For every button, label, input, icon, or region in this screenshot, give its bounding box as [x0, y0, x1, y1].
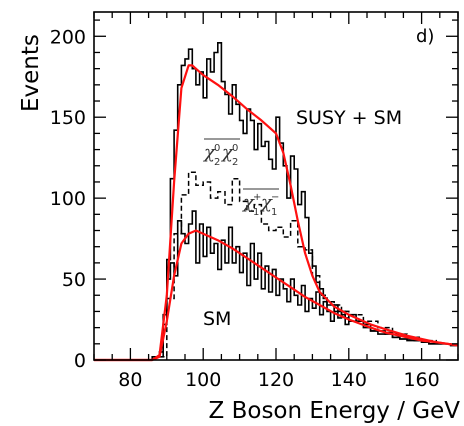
- x-tick-label: 100: [185, 369, 221, 391]
- chi-subscript: 1: [253, 207, 259, 218]
- y-axis-title: Events: [18, 34, 44, 112]
- annotation-chi20-chi20: χ 0 2 χ 0 2: [202, 138, 240, 168]
- chi-symbol: χ: [241, 192, 255, 213]
- series-layer: [94, 42, 459, 362]
- chi-subscript: 2: [214, 157, 220, 168]
- annotation-susy-sm: SUSY + SM: [296, 107, 402, 129]
- fit-curve-series: [94, 229, 459, 362]
- chi-symbol: χ: [259, 192, 273, 213]
- chi-subscript: 1: [271, 207, 277, 218]
- chi-symbol: χ: [202, 142, 216, 163]
- chi-superscript: −: [271, 192, 279, 203]
- fit-curve-series: [94, 64, 459, 362]
- y-tick-label: 100: [50, 188, 86, 210]
- x-axis-title: Z Boson Energy / GeV: [209, 398, 461, 424]
- chi-superscript: 0: [232, 143, 238, 154]
- y-tick-label: 0: [74, 350, 86, 372]
- x-tick-label: 140: [331, 369, 367, 391]
- y-tick-label: 150: [50, 107, 86, 129]
- annotation-sm: SM: [203, 308, 231, 330]
- x-tick-label: 120: [258, 369, 294, 391]
- x-tick-label: 80: [118, 369, 142, 391]
- chi-superscript: 0: [214, 143, 220, 154]
- x-tick-label: 160: [403, 369, 439, 391]
- panel-label: d): [416, 26, 434, 47]
- ticks-layer: [93, 12, 459, 361]
- y-tick-label: 50: [62, 269, 86, 291]
- annotation-chi1-chi1: χ + 1 χ − 1: [241, 188, 279, 218]
- y-tick-label: 200: [50, 26, 86, 48]
- plot-frame: [93, 11, 459, 361]
- chi-superscript: +: [253, 192, 261, 203]
- chi-symbol: χ: [220, 142, 234, 163]
- chi-subscript: 2: [232, 157, 238, 168]
